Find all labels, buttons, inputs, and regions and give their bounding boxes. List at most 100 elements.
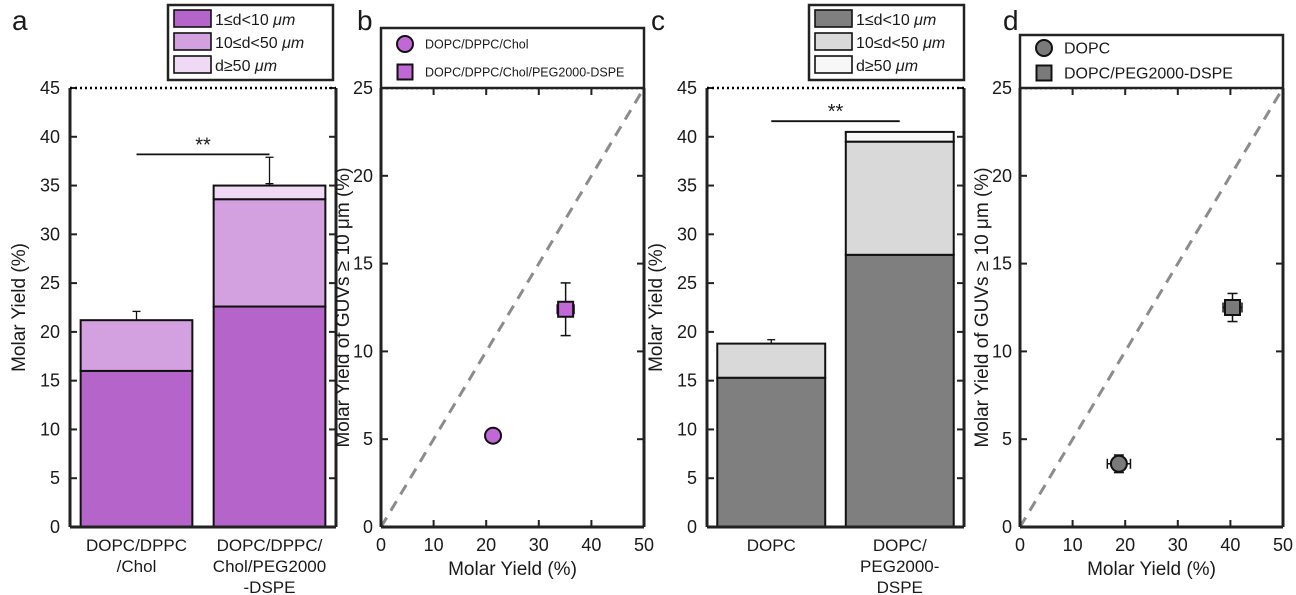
diagonal-reference-line xyxy=(379,87,646,528)
y-axis-label: Molar Yield of GUVs ≥ 10 μm (%) xyxy=(333,167,354,447)
x-tick-label: 40 xyxy=(581,535,601,555)
y-axis-label: Molar Yield (%) xyxy=(9,243,30,372)
legend-entry: DOPC/DPPC/Chol/PEG2000-DSPE xyxy=(425,65,624,79)
y-tick-label: 25 xyxy=(40,273,60,293)
legend-box xyxy=(379,26,646,90)
x-axis-label: Molar Yield (%) xyxy=(448,559,577,580)
bar-2-1 xyxy=(79,319,194,372)
category-label: /Chol xyxy=(117,557,157,576)
y-tick-label: 35 xyxy=(40,176,60,196)
y-tick-label: 20 xyxy=(677,322,697,342)
x-tick-label: 0 xyxy=(376,535,386,555)
category-label: DOPC/ xyxy=(873,536,927,555)
category-label: PEG2000- xyxy=(860,557,939,576)
bar-1-2 xyxy=(212,305,327,528)
y-tick-label: 20 xyxy=(992,166,1012,186)
y-tick-label: 5 xyxy=(1002,429,1012,449)
legend-entry: DOPC/DPPC/Chol xyxy=(425,37,529,51)
y-tick-label: 10 xyxy=(677,419,697,439)
panel-b: b 0 10 20 30 40 50 0 5 10 15 20 25 Molar Yield (%) Mol… xyxy=(333,5,654,580)
bar-1-2 xyxy=(844,253,955,528)
x-tick-label: 30 xyxy=(1168,535,1188,555)
y-tick-label: 30 xyxy=(677,224,697,244)
legend-marker xyxy=(1035,39,1053,57)
y-tick-label: 10 xyxy=(992,341,1012,361)
legend-entry: d≥50 μm xyxy=(215,58,277,75)
category-label: DOPC xyxy=(747,536,796,555)
y-tick-label: 15 xyxy=(677,371,697,391)
bar-2-2 xyxy=(844,140,955,256)
data-point-1 xyxy=(484,426,503,445)
x-tick-label: 0 xyxy=(1015,535,1025,555)
significance-label: ** xyxy=(828,101,844,123)
legend-swatch xyxy=(173,55,212,74)
legend-swatch xyxy=(814,55,853,74)
legend-box xyxy=(1018,33,1285,90)
panel-label: b xyxy=(357,5,373,36)
panel-label: a xyxy=(12,5,28,36)
bar-1-1 xyxy=(716,376,827,528)
panel-label: c xyxy=(651,5,665,36)
legend-swatch xyxy=(173,9,212,28)
x-tick-label: 10 xyxy=(1063,535,1083,555)
data-point-1 xyxy=(1109,454,1128,473)
x-tick-label: 40 xyxy=(1220,535,1240,555)
y-axis-label: Molar Yield (%) xyxy=(646,243,667,372)
y-tick-label: 0 xyxy=(1002,517,1012,537)
x-tick-label: 50 xyxy=(1273,535,1293,555)
legend-entry: 1≤d<10 μm xyxy=(856,12,936,29)
diagonal-reference-line xyxy=(1018,87,1285,528)
y-tick-label: 30 xyxy=(40,224,60,244)
y-tick-label: 20 xyxy=(353,166,373,186)
significance-label: ** xyxy=(195,134,211,156)
y-tick-label: 5 xyxy=(687,468,697,488)
legend-entry: DOPC/PEG2000-DSPE xyxy=(1064,66,1233,83)
category-label: -DSPE xyxy=(244,578,296,595)
panel-a: a 0 5 10 15 20 25 30 35 40 45 Molar Yield (%) DOPC/D… xyxy=(9,3,338,595)
panel-label: d xyxy=(1003,5,1019,36)
legend-entry: 10≤d<50 μm xyxy=(856,35,945,52)
legend-entry: DOPC xyxy=(1064,41,1110,58)
legend-marker xyxy=(396,63,414,81)
category-label: DOPC/DPPC/ xyxy=(217,536,323,555)
bar-2-1 xyxy=(716,342,827,379)
y-tick-label: 15 xyxy=(40,371,60,391)
y-tick-label: 40 xyxy=(40,127,60,147)
y-tick-label: 15 xyxy=(992,254,1012,274)
x-tick-label: 30 xyxy=(529,535,549,555)
x-tick-label: 20 xyxy=(1115,535,1135,555)
data-point-2 xyxy=(557,300,575,318)
data-point-2 xyxy=(1224,299,1242,316)
y-tick-label: 10 xyxy=(40,419,60,439)
bar-1-1 xyxy=(79,369,194,528)
y-tick-label: 40 xyxy=(677,127,697,147)
x-tick-label: 10 xyxy=(424,535,444,555)
legend-entry: 1≤d<10 μm xyxy=(215,12,295,29)
panel-c: c 0 5 10 15 20 25 30 35 40 45 Molar Yield (%) DOPC DO… xyxy=(646,3,966,595)
y-tick-label: 45 xyxy=(677,78,697,98)
legend-entry: d≥50 μm xyxy=(856,58,918,75)
y-tick-label: 25 xyxy=(353,78,373,98)
legend-swatch xyxy=(173,32,212,51)
y-tick-label: 25 xyxy=(992,78,1012,98)
category-label: DSPE xyxy=(877,578,923,595)
category-label: Chol/PEG2000 xyxy=(213,557,326,576)
legend-marker xyxy=(1035,64,1053,82)
x-tick-label: 20 xyxy=(476,535,496,555)
x-tick-label: 50 xyxy=(634,535,654,555)
y-axis-label: Molar Yield of GUVs ≥ 10 μm (%) xyxy=(972,167,993,447)
x-axis-label: Molar Yield (%) xyxy=(1087,559,1216,580)
y-tick-label: 5 xyxy=(50,468,60,488)
y-tick-label: 25 xyxy=(677,273,697,293)
y-tick-label: 15 xyxy=(353,254,373,274)
legend-marker xyxy=(396,35,414,53)
category-label: DOPC/DPPC xyxy=(86,536,187,555)
y-tick-label: 0 xyxy=(687,517,697,537)
y-tick-label: 20 xyxy=(40,322,60,342)
bar-2-2 xyxy=(212,198,327,308)
y-tick-label: 0 xyxy=(363,517,373,537)
y-tick-label: 0 xyxy=(50,517,60,537)
legend-swatch xyxy=(814,9,853,28)
y-tick-label: 10 xyxy=(353,341,373,361)
